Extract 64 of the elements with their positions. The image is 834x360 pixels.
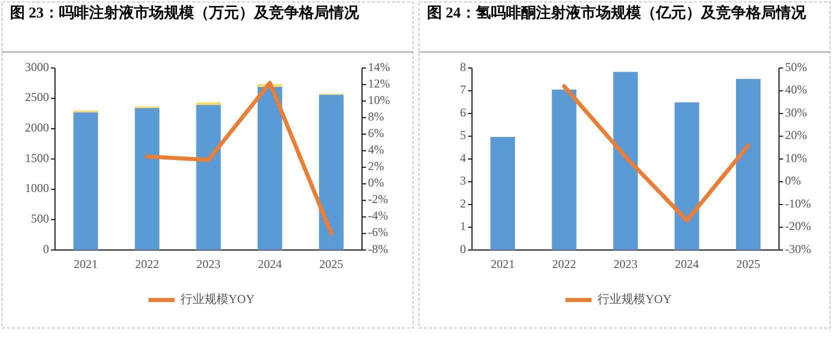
x-tick-label: 2024 xyxy=(674,256,699,271)
y-tick-label: 0 xyxy=(460,242,466,256)
bar xyxy=(319,94,344,250)
legend-label: 行业规模YOY xyxy=(180,292,255,306)
legend-label: 行业规模YOY xyxy=(598,292,672,306)
y2-tick-label: 6% xyxy=(368,126,384,140)
bar xyxy=(674,102,700,250)
chart-title: 图 24：氢吗啡酮注射液市场规模（亿元）及竞争格局情况 xyxy=(427,3,807,22)
y2-tick-label: 40% xyxy=(785,82,807,96)
y-tick-label: 3000 xyxy=(25,60,49,74)
chart-title: 图 23：吗啡注射液市场规模（万元）及竞争格局情况 xyxy=(10,3,360,22)
line-series xyxy=(562,84,750,222)
x-tick-label: 2023 xyxy=(196,256,220,271)
x-tick-label: 2021 xyxy=(490,256,515,271)
y2-tick-label: -4% xyxy=(368,208,388,223)
y2-tick-label: 10% xyxy=(368,92,390,107)
x-tick-label: 2025 xyxy=(319,256,344,271)
y-tick-label: 1 xyxy=(460,219,466,233)
y2-tick-label: -2% xyxy=(368,192,388,206)
y2-tick-label: 2% xyxy=(368,159,384,174)
y2-tick-label: 20% xyxy=(785,128,807,142)
y2-tick-label: -6% xyxy=(368,225,388,240)
y-tick-label: 7 xyxy=(460,82,466,96)
y2-tick-label: 50% xyxy=(785,60,807,74)
bar xyxy=(490,136,515,250)
y-tick-label: 500 xyxy=(31,211,49,226)
x-tick-label: 2024 xyxy=(258,256,282,271)
y2-tick-label: -10% xyxy=(785,196,811,210)
y2-tick-label: 30% xyxy=(785,105,807,120)
x-tick-label: 2022 xyxy=(552,256,576,271)
y2-tick-label: -30% xyxy=(785,242,811,256)
y-tick-label: 1500 xyxy=(25,150,49,165)
bar xyxy=(134,108,160,250)
y2-tick-label: 12% xyxy=(368,76,390,90)
x-tick-label: 2023 xyxy=(614,256,638,271)
bar xyxy=(196,102,221,106)
y2-tick-label: -20% xyxy=(785,219,811,233)
y2-tick-label: 0% xyxy=(368,176,384,190)
bar xyxy=(552,90,576,250)
y-tick-label: 1000 xyxy=(25,181,49,196)
y2-tick-label: 10% xyxy=(785,150,807,165)
y-tick-label: 0 xyxy=(43,242,49,256)
y-tick-label: 2000 xyxy=(25,120,49,134)
x-tick-label: 2022 xyxy=(135,256,160,271)
y2-tick-label: -8% xyxy=(368,242,388,256)
y-tick-label: 3 xyxy=(460,174,466,188)
y2-tick-label: 8% xyxy=(368,109,384,124)
bar xyxy=(736,78,761,250)
line-series xyxy=(145,80,334,236)
y-tick-label: 6 xyxy=(460,105,466,120)
y-tick-label: 5 xyxy=(460,128,466,142)
y2-tick-label: 4% xyxy=(368,142,384,156)
y-tick-label: 4 xyxy=(460,150,466,165)
x-tick-label: 2021 xyxy=(74,256,98,271)
bar xyxy=(196,105,221,250)
bar xyxy=(613,72,638,250)
y-tick-label: 8 xyxy=(460,60,466,74)
y2-tick-label: 14% xyxy=(368,60,390,74)
y2-tick-label: 0% xyxy=(785,174,801,188)
y-tick-label: 2 xyxy=(460,196,466,210)
bar xyxy=(258,86,282,250)
bar xyxy=(73,112,98,250)
x-tick-label: 2025 xyxy=(736,256,760,271)
y-tick-label: 2500 xyxy=(25,90,49,104)
